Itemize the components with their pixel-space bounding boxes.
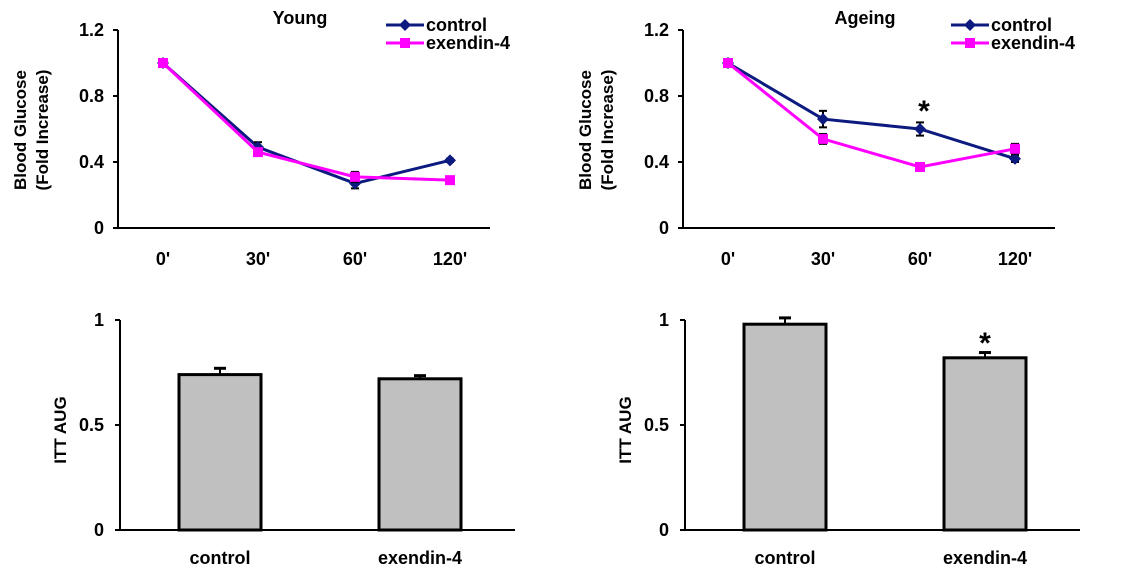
y-tick-label: 1.2 (644, 20, 669, 40)
x-tick-label: 120' (433, 249, 467, 269)
x-tick-label: control (190, 548, 251, 568)
data-point-exendin-4 (818, 133, 828, 144)
chart-title: Young (273, 8, 328, 28)
data-point-exendin-4 (253, 147, 263, 158)
significance-asterisk: * (979, 327, 991, 360)
significance-asterisk: * (918, 95, 930, 128)
y-tick-label: 0.5 (79, 415, 104, 435)
x-tick-label: 0' (721, 249, 735, 269)
ageing-line-chart: 1.2 0.8 0.4 0 0' 30' 60' 120' Ageing Blood Glucos… (576, 8, 1075, 269)
young-bar-chart: 1 0.5 0 ITT AUG control exendin-4 (51, 310, 515, 568)
legend-label-control: control (991, 15, 1052, 35)
y-tick-label: 1 (659, 310, 669, 330)
x-tick-label: exendin-4 (378, 548, 462, 568)
y-tick-label: 0.4 (644, 152, 669, 172)
data-point-control (1009, 152, 1021, 165)
ageing-bar-chart: 1 0.5 0 ITT AUG control exendin-4 * (616, 310, 1080, 568)
y-axis-label: Blood Glucose (576, 70, 595, 190)
ageing-bar-panel: 1 0.5 0 ITT AUG control exendin-4 * (565, 290, 1130, 573)
bar-exendin-4 (377, 377, 463, 532)
data-point-exendin-4 (723, 58, 733, 68)
bar-control (742, 322, 828, 532)
y-tick-label: 0.8 (79, 86, 104, 106)
data-point-control (914, 123, 926, 135)
ageing-line-panel: 1.2 0.8 0.4 0 0' 30' 60' 120' Ageing Blood Glucos… (565, 0, 1130, 290)
y-tick-label: 0.5 (644, 415, 669, 435)
y-tick-label: 0.8 (644, 86, 669, 106)
data-point-exendin-4 (158, 58, 168, 68)
y-tick-label: 0 (659, 520, 669, 540)
x-tick-label: 60' (343, 249, 367, 269)
y-axis-label: Blood Glucose (11, 70, 30, 190)
y-tick-label: 0 (94, 218, 104, 238)
bar-exendin-4 (942, 356, 1028, 532)
chart-title: Ageing (835, 8, 896, 28)
data-point-exendin-4 (445, 175, 455, 186)
data-point-exendin-4 (915, 161, 925, 172)
legend-label-control: control (426, 15, 487, 35)
young-line-panel: 1.2 0.8 0.4 0 0' 30' 60' 120' Young Blood Glucose… (0, 0, 565, 290)
x-tick-label: 0' (156, 249, 170, 269)
legend-marker-control (399, 19, 411, 31)
young-bar-panel: 1 0.5 0 ITT AUG control exendin-4 (0, 290, 565, 573)
x-tick-label: 30' (246, 249, 270, 269)
data-point-control (817, 113, 829, 126)
bar-control (177, 373, 263, 532)
series-line-exendin-4 (161, 61, 451, 182)
y-tick-label: 0 (94, 520, 104, 540)
y-axis-label: ITT AUG (51, 396, 70, 463)
x-tick-label: exendin-4 (943, 548, 1027, 568)
series-line-control (727, 61, 1016, 161)
x-tick-label: 30' (811, 249, 835, 269)
data-point-control (444, 154, 456, 167)
y-tick-label: 1.2 (79, 20, 104, 40)
y-tick-label: 0 (659, 218, 669, 238)
legend-label-exendin-4: exendin-4 (426, 33, 510, 53)
x-tick-label: 60' (908, 249, 932, 269)
x-tick-label: 120' (998, 249, 1032, 269)
y-axis-label: (Fold Increase) (33, 70, 52, 191)
y-tick-label: 1 (94, 310, 104, 330)
young-line-chart: 1.2 0.8 0.4 0 0' 30' 60' 120' Young Blood Glucose… (11, 8, 510, 269)
series-line-exendin-4 (727, 61, 1016, 169)
data-point-exendin-4 (1010, 143, 1020, 154)
legend-label-exendin-4: exendin-4 (991, 33, 1075, 53)
legend-marker-control (964, 19, 976, 31)
legend-marker-exendin-4 (965, 38, 975, 48)
y-tick-label: 0.4 (79, 152, 104, 172)
x-tick-label: control (755, 548, 816, 568)
y-axis-label: (Fold Increase) (598, 70, 617, 191)
y-axis-label: ITT AUG (616, 396, 635, 463)
data-point-exendin-4 (350, 171, 360, 182)
legend-marker-exendin-4 (400, 38, 410, 48)
